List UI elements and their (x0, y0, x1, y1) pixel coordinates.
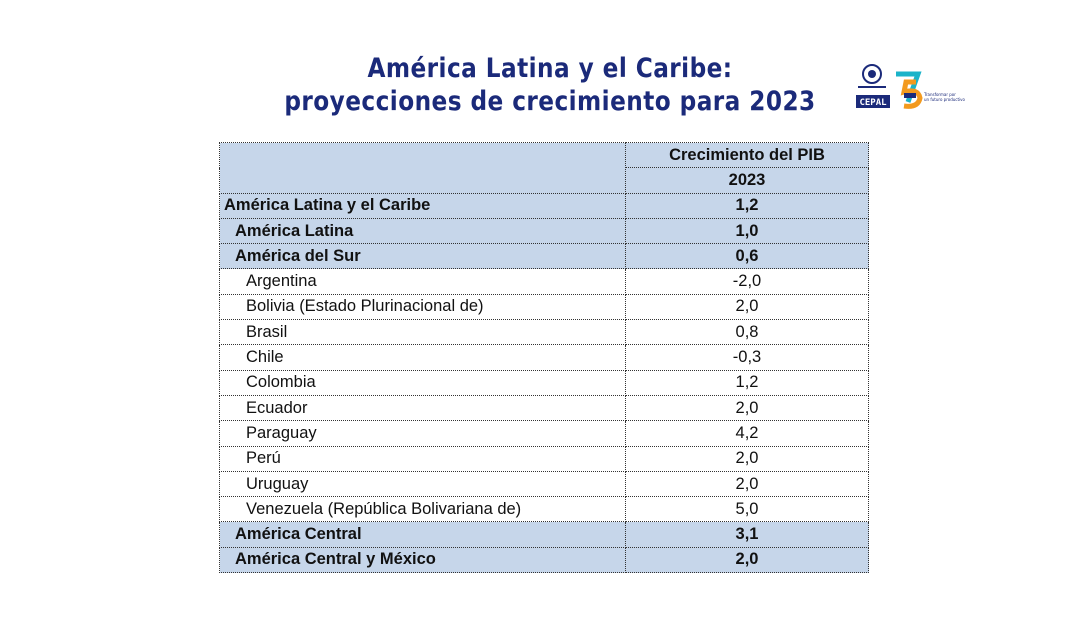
svg-text:CEPAL: CEPAL (859, 98, 887, 108)
region-name: Ecuador (219, 394, 626, 422)
region-name: Uruguay (219, 470, 626, 498)
gdp-value: 2,0 (625, 546, 869, 574)
gdp-value: 2,0 (625, 293, 869, 321)
region-name: Brasil (219, 319, 626, 346)
table-row: Venezuela (República Bolivariana de) 5,0 (219, 496, 869, 523)
gdp-value: 0,8 (625, 319, 869, 346)
gdp-value: 0,6 (625, 243, 869, 270)
region-name: Colombia (219, 369, 626, 396)
gdp-value: 2,0 (625, 445, 869, 472)
table-row: Paraguay 4,2 (219, 420, 869, 447)
region-name: América del Sur (219, 243, 626, 270)
region-name: América Latina y el Caribe (219, 192, 626, 219)
table-row: Argentina -2,0 (219, 268, 869, 295)
gdp-value: 1,2 (625, 369, 869, 396)
header-year: 2023 (625, 167, 869, 194)
gdp-value: 3,1 (625, 521, 869, 548)
page-title: América Latina y el Caribe: proyecciones… (249, 52, 851, 118)
region-name: Chile (219, 344, 626, 371)
table-row: Perú 2,0 (219, 445, 869, 472)
header-metric: Crecimiento del PIB (625, 141, 869, 169)
header-blank (219, 142, 626, 194)
gdp-value: 4,2 (625, 420, 869, 447)
gdp-value: -2,0 (625, 268, 869, 295)
svg-text:Transformar por: Transformar por (923, 92, 956, 97)
title-line-2: proyecciones de crecimiento para 2023 (284, 86, 816, 117)
table-row: Chile -0,3 (219, 344, 869, 371)
region-name: Bolivia (Estado Plurinacional de) (219, 293, 626, 321)
region-name: Paraguay (219, 420, 626, 447)
region-name: Perú (219, 445, 626, 472)
table-row: Bolivia (Estado Plurinacional de) 2,0 (219, 293, 869, 321)
cepal-75-logo: CEPAL Transformar por un futuro producti… (856, 64, 966, 109)
svg-text:un futuro productivo: un futuro productivo (924, 97, 966, 102)
gdp-value: 1,0 (625, 217, 869, 245)
gdp-value: 1,2 (625, 192, 869, 219)
table-row: América Central 3,1 (219, 521, 869, 548)
table-row: Colombia 1,2 (219, 369, 869, 396)
gdp-value: -0,3 (625, 344, 869, 371)
region-name: América Central y México (219, 546, 626, 574)
table-row: América Latina 1,0 (219, 217, 869, 245)
table-row: Ecuador 2,0 (219, 394, 869, 422)
region-name: Venezuela (República Bolivariana de) (219, 496, 626, 523)
title-line-1: América Latina y el Caribe: (367, 53, 733, 84)
gdp-growth-table: Crecimiento del PIB 2023 América Latina … (219, 141, 869, 574)
table-row: Brasil 0,8 (219, 319, 869, 346)
region-name: América Central (219, 521, 626, 548)
gdp-value: 2,0 (625, 394, 869, 422)
gdp-value: 2,0 (625, 470, 869, 498)
region-name: América Latina (219, 217, 626, 245)
gdp-value: 5,0 (625, 496, 869, 523)
table-row: América Central y México 2,0 (219, 546, 869, 574)
table-row: América del Sur 0,6 (219, 243, 869, 270)
table-row: América Latina y el Caribe 1,2 (219, 192, 869, 219)
table-row: Uruguay 2,0 (219, 470, 869, 498)
region-name: Argentina (219, 268, 626, 295)
